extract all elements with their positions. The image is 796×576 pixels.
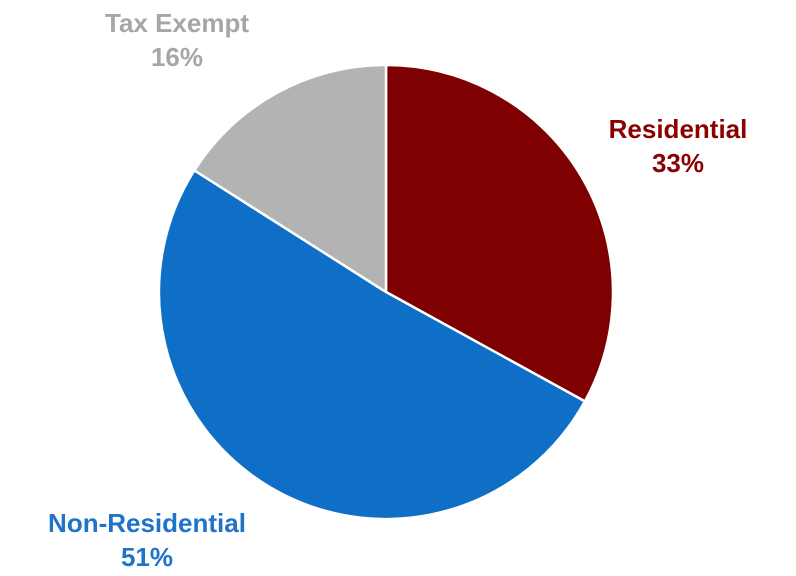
slice-percent-non-residential: 51% bbox=[120, 542, 174, 572]
slice-name-tax-exempt: Tax Exempt bbox=[104, 8, 250, 38]
slice-percent-tax-exempt: 16% bbox=[150, 42, 204, 72]
slice-label-non-residential: Non-Residential 51% bbox=[48, 506, 246, 574]
pie-slice-residential bbox=[384, 63, 615, 403]
pie-slice-tax-exempt bbox=[193, 63, 388, 294]
slice-name-non-residential: Non-Residential bbox=[48, 508, 246, 538]
pie-slice-non-residential bbox=[157, 169, 587, 521]
slice-label-residential: Residential 33% bbox=[609, 112, 748, 180]
slice-name-residential: Residential bbox=[608, 114, 748, 144]
slice-label-tax-exempt: Tax Exempt 16% bbox=[105, 6, 249, 74]
slice-percent-residential: 33% bbox=[651, 148, 705, 178]
